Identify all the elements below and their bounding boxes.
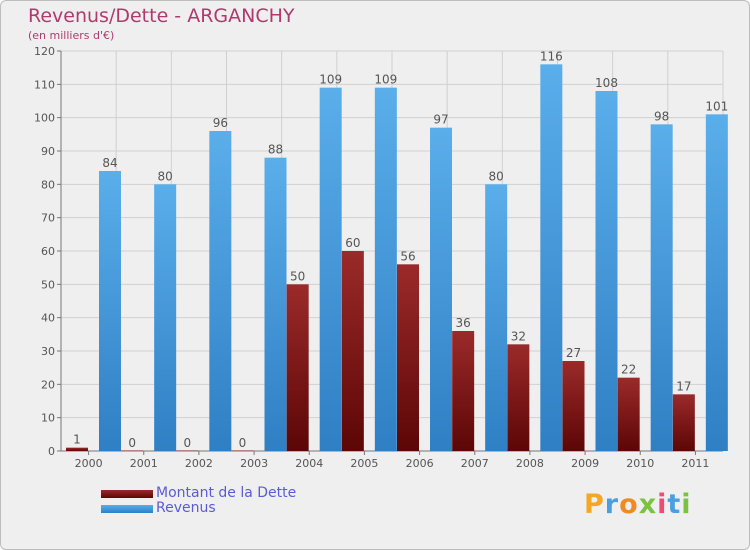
x-tick-label-2002: 2002 bbox=[185, 457, 213, 470]
data-label-revenue-2011: 101 bbox=[705, 99, 728, 113]
legend-label-revenue: Revenus bbox=[156, 500, 216, 516]
bar-revenue-2010 bbox=[650, 124, 673, 451]
bar-revenue-2000 bbox=[99, 171, 121, 451]
data-label-revenue-2006: 97 bbox=[433, 113, 448, 127]
x-tick-label-2007: 2007 bbox=[461, 457, 489, 470]
bar-debt-2009 bbox=[562, 361, 585, 451]
y-tick-label-30: 30 bbox=[41, 345, 55, 358]
bar-revenue-2006 bbox=[430, 127, 452, 452]
bar-revenue-2005 bbox=[374, 87, 397, 452]
y-tick-label-0: 0 bbox=[48, 445, 55, 458]
bar-revenue-2008 bbox=[540, 64, 563, 452]
bar-revenue-2003 bbox=[264, 157, 287, 451]
x-tick-label-2005: 2005 bbox=[350, 457, 378, 470]
data-label-revenue-2005: 109 bbox=[374, 73, 397, 87]
x-tick-label-2003: 2003 bbox=[240, 457, 268, 470]
data-label-debt-2005: 60 bbox=[345, 236, 360, 250]
logo-letter: i bbox=[657, 489, 668, 520]
bar-debt-2006 bbox=[397, 264, 419, 451]
x-tick-label-2011: 2011 bbox=[681, 457, 709, 470]
bar-debt-2007 bbox=[452, 331, 475, 451]
data-label-revenue-2008: 116 bbox=[540, 49, 563, 63]
data-label-revenue-2010: 98 bbox=[654, 109, 669, 123]
bar-debt-2005 bbox=[341, 251, 364, 451]
bar-debt-2011 bbox=[672, 394, 695, 451]
x-tick-label-2008: 2008 bbox=[516, 457, 544, 470]
x-tick-label-2004: 2004 bbox=[295, 457, 323, 470]
y-tick-label-70: 70 bbox=[41, 212, 55, 225]
bar-debt-2004 bbox=[286, 284, 309, 451]
x-tick-label-2009: 2009 bbox=[571, 457, 599, 470]
proxiti-logo: Proxiti bbox=[584, 489, 692, 520]
data-label-revenue-2009: 108 bbox=[595, 76, 618, 90]
data-label-debt-2006: 56 bbox=[400, 249, 415, 263]
data-label-debt-2011: 17 bbox=[676, 379, 691, 393]
chart-title: Revenus/Dette - ARGANCHY bbox=[28, 5, 295, 27]
legend-swatch-revenue bbox=[101, 505, 153, 513]
bar-debt-2002 bbox=[176, 450, 199, 451]
logo-letter: P bbox=[584, 489, 605, 520]
logo-letter: t bbox=[667, 489, 682, 520]
logo-letter: i bbox=[681, 489, 692, 520]
y-tick-label-90: 90 bbox=[41, 145, 55, 158]
logo-letter: x bbox=[638, 489, 658, 520]
y-tick-label-100: 100 bbox=[34, 112, 55, 125]
bar-debt-2010 bbox=[617, 377, 640, 451]
y-tick-label-50: 50 bbox=[41, 278, 55, 291]
data-label-debt-2002: 0 bbox=[184, 436, 192, 450]
data-labels: 1 84 0 80 0 96 0 88 50 109 60 109 56 97 36 80 32 116 27 108… bbox=[73, 49, 728, 450]
data-label-revenue-2007: 80 bbox=[489, 169, 504, 183]
data-label-debt-2010: 22 bbox=[621, 363, 636, 377]
data-label-debt-2007: 36 bbox=[456, 316, 471, 330]
data-label-revenue-2002: 96 bbox=[213, 116, 228, 130]
data-label-revenue-2003: 88 bbox=[268, 143, 283, 157]
y-tick-label-60: 60 bbox=[41, 245, 55, 258]
legend-label-debt: Montant de la Dette bbox=[156, 485, 297, 501]
data-label-debt-2000: 1 bbox=[73, 433, 81, 447]
legend-swatch-debt bbox=[101, 490, 153, 498]
bar-revenue-2001 bbox=[154, 184, 177, 452]
y-tick-label-10: 10 bbox=[41, 412, 55, 425]
data-label-revenue-2004: 109 bbox=[319, 73, 342, 87]
bar-revenue-2011 bbox=[705, 114, 728, 451]
bar-debt-2000 bbox=[66, 447, 88, 451]
y-tick-label-120: 120 bbox=[34, 45, 55, 58]
x-tick-label-2001: 2001 bbox=[130, 457, 158, 470]
y-tick-label-110: 110 bbox=[34, 78, 55, 91]
data-label-debt-2008: 32 bbox=[511, 329, 526, 343]
logo-letter: r bbox=[604, 489, 620, 520]
x-tick-label-2006: 2006 bbox=[406, 457, 434, 470]
x-tick-label-2010: 2010 bbox=[626, 457, 654, 470]
y-tick-label-20: 20 bbox=[41, 378, 55, 391]
logo-letter: o bbox=[619, 489, 639, 520]
data-label-debt-2003: 0 bbox=[239, 436, 247, 450]
y-tick-label-40: 40 bbox=[41, 312, 55, 325]
chart-subtitle: (en milliers d'€) bbox=[28, 29, 115, 42]
bar-revenue-2002 bbox=[209, 131, 232, 451]
bar-debt-2001 bbox=[121, 450, 144, 451]
data-label-debt-2004: 50 bbox=[290, 269, 305, 283]
x-tick-label-2000: 2000 bbox=[75, 457, 103, 470]
bar-revenue-2007 bbox=[485, 184, 508, 452]
bar-debt-2008 bbox=[507, 344, 530, 451]
bar-debt-2003 bbox=[231, 450, 254, 451]
bar-revenue-2009 bbox=[595, 91, 618, 451]
data-label-debt-2001: 0 bbox=[128, 436, 136, 450]
data-label-debt-2009: 27 bbox=[566, 346, 581, 360]
bar-revenue-2004 bbox=[319, 87, 342, 452]
bars bbox=[66, 64, 728, 452]
data-label-revenue-2000: 84 bbox=[102, 156, 117, 170]
data-label-revenue-2001: 80 bbox=[158, 169, 173, 183]
y-tick-label-80: 80 bbox=[41, 178, 55, 191]
